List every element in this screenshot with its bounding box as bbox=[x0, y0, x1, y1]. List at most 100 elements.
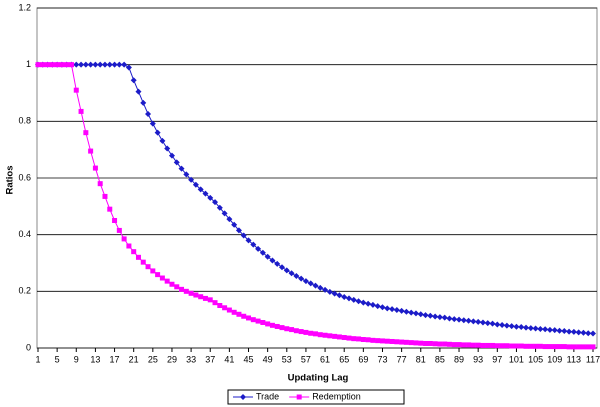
marker bbox=[255, 245, 262, 252]
marker bbox=[274, 260, 281, 267]
x-tick-label: 101 bbox=[509, 354, 524, 364]
marker bbox=[504, 343, 510, 349]
marker bbox=[97, 181, 103, 187]
marker bbox=[308, 330, 314, 336]
x-tick-label: 73 bbox=[377, 354, 387, 364]
marker bbox=[279, 264, 286, 271]
marker bbox=[88, 148, 94, 154]
marker bbox=[327, 333, 333, 339]
marker bbox=[298, 329, 304, 335]
marker bbox=[255, 318, 261, 324]
marker bbox=[528, 343, 534, 349]
marker bbox=[212, 199, 219, 206]
marker bbox=[537, 343, 543, 349]
marker bbox=[403, 339, 409, 345]
marker bbox=[422, 312, 429, 319]
marker bbox=[475, 342, 481, 348]
marker bbox=[470, 318, 477, 325]
marker bbox=[302, 278, 309, 285]
marker bbox=[293, 273, 300, 280]
marker bbox=[54, 62, 60, 68]
y-tick-label: 0.8 bbox=[18, 116, 31, 126]
marker bbox=[365, 337, 371, 343]
marker bbox=[150, 268, 156, 274]
marker bbox=[570, 328, 577, 335]
marker bbox=[284, 326, 290, 332]
marker bbox=[384, 305, 391, 312]
marker bbox=[259, 249, 266, 256]
marker bbox=[322, 286, 329, 293]
x-tick-label: 45 bbox=[244, 354, 254, 364]
marker bbox=[288, 270, 295, 277]
marker bbox=[480, 342, 486, 348]
x-tick-label: 65 bbox=[339, 354, 349, 364]
x-tick-label: 33 bbox=[186, 354, 196, 364]
marker bbox=[393, 307, 400, 314]
marker bbox=[198, 294, 204, 300]
marker bbox=[341, 294, 348, 300]
marker bbox=[183, 288, 189, 294]
marker bbox=[140, 99, 147, 106]
marker bbox=[169, 281, 175, 287]
marker bbox=[485, 342, 491, 348]
marker bbox=[580, 329, 587, 336]
marker bbox=[532, 325, 539, 332]
marker bbox=[446, 341, 452, 347]
marker bbox=[226, 307, 232, 313]
marker bbox=[355, 298, 362, 305]
marker bbox=[423, 340, 429, 346]
legend-item: Trade bbox=[233, 391, 279, 401]
marker bbox=[212, 300, 218, 306]
marker bbox=[207, 297, 213, 303]
x-tick-label: 49 bbox=[263, 354, 273, 364]
marker bbox=[513, 343, 519, 349]
marker bbox=[360, 337, 366, 342]
marker bbox=[322, 332, 328, 338]
marker bbox=[92, 61, 99, 68]
y-tick-label: 0.6 bbox=[18, 172, 31, 182]
marker bbox=[466, 342, 472, 348]
x-tick-label: 97 bbox=[492, 354, 502, 364]
marker bbox=[289, 327, 295, 333]
marker bbox=[231, 221, 238, 228]
marker bbox=[250, 241, 257, 248]
marker bbox=[101, 61, 108, 68]
marker bbox=[332, 333, 338, 339]
y-axis-title: Ratios bbox=[5, 165, 16, 194]
marker bbox=[499, 322, 506, 329]
legend-label: Trade bbox=[256, 391, 279, 401]
marker bbox=[384, 338, 390, 344]
marker bbox=[78, 61, 85, 68]
marker bbox=[518, 343, 524, 349]
marker bbox=[523, 343, 529, 349]
marker bbox=[566, 344, 572, 350]
marker bbox=[499, 343, 505, 349]
marker bbox=[566, 328, 573, 335]
marker bbox=[571, 344, 577, 350]
marker bbox=[475, 318, 482, 325]
marker bbox=[345, 295, 352, 302]
marker bbox=[236, 311, 242, 317]
x-tick-label: 69 bbox=[358, 354, 368, 364]
marker bbox=[490, 342, 496, 348]
marker bbox=[68, 62, 74, 68]
marker bbox=[451, 342, 457, 348]
marker bbox=[484, 320, 491, 327]
marker bbox=[154, 129, 161, 136]
marker bbox=[188, 290, 194, 296]
marker bbox=[585, 344, 591, 350]
marker bbox=[178, 165, 185, 172]
marker bbox=[164, 278, 170, 284]
marker bbox=[590, 344, 596, 350]
marker bbox=[561, 344, 567, 350]
y-tick-label: 1.2 bbox=[18, 2, 31, 12]
marker bbox=[231, 309, 237, 315]
x-axis-title: Updating Lag bbox=[288, 373, 349, 384]
marker bbox=[427, 312, 434, 319]
marker bbox=[174, 284, 180, 290]
marker bbox=[135, 88, 142, 95]
marker bbox=[78, 108, 84, 114]
y-tick-label: 0.4 bbox=[18, 229, 31, 239]
x-tick-label: 105 bbox=[528, 354, 543, 364]
marker bbox=[149, 120, 156, 127]
